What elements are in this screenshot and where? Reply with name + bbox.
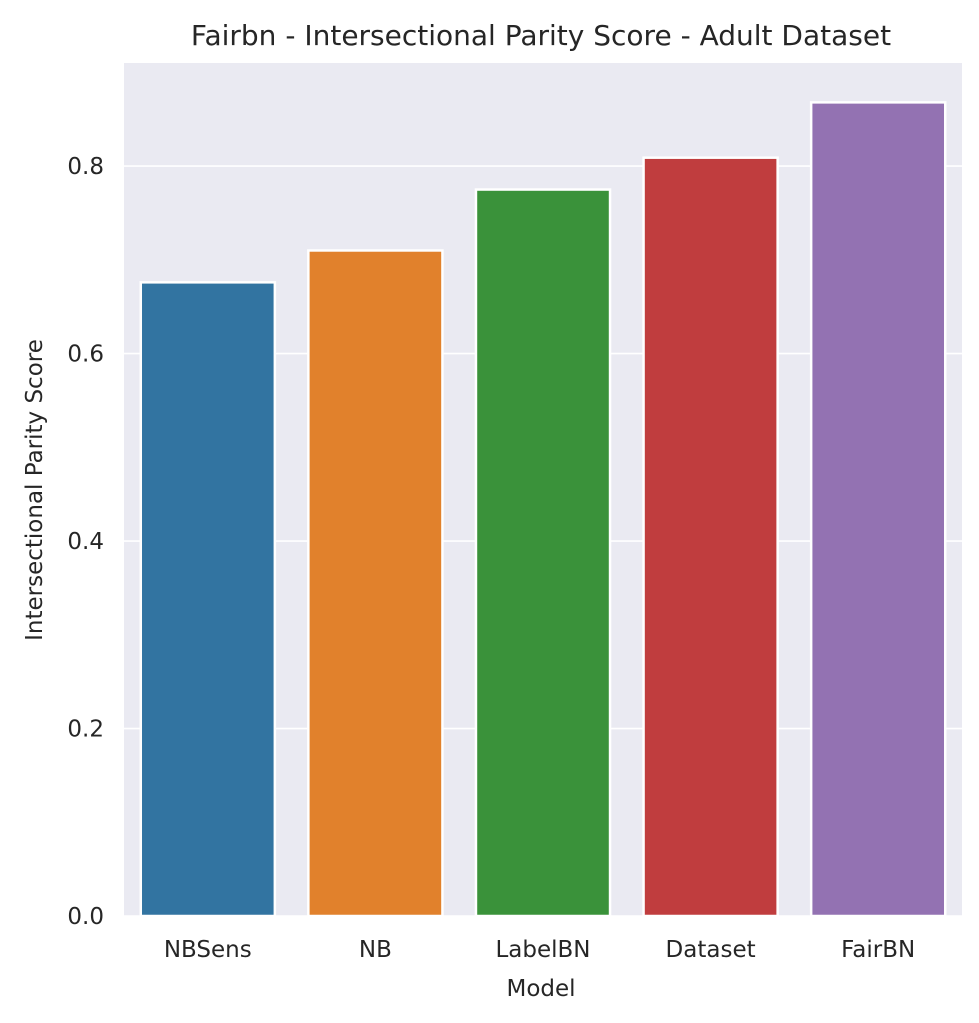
y-tick-label: 0.2 bbox=[67, 717, 104, 743]
x-tick-label: NB bbox=[359, 937, 392, 963]
x-tick-label: LabelBN bbox=[495, 937, 590, 963]
bar-fairbn bbox=[809, 101, 947, 918]
bars bbox=[139, 101, 947, 918]
x-tick-label: NBSens bbox=[164, 937, 252, 963]
bar-dataset bbox=[642, 156, 779, 918]
bar-nbsens bbox=[139, 281, 277, 918]
x-tick-label: Dataset bbox=[666, 937, 756, 963]
y-tick-label: 0.8 bbox=[67, 154, 104, 180]
x-tick-label: FairBN bbox=[841, 937, 915, 963]
bar-nb bbox=[307, 249, 444, 918]
y-axis-label: Intersectional Parity Score bbox=[22, 339, 48, 641]
y-tick-label: 0.6 bbox=[67, 342, 104, 368]
x-axis-label: Model bbox=[506, 976, 575, 1002]
x-tick-labels: NBSens NB LabelBN Dataset FairBN bbox=[164, 937, 915, 963]
y-tick-label: 0.0 bbox=[67, 904, 104, 930]
bar-labelbn bbox=[474, 188, 612, 918]
chart-title: Fairbn - Intersectional Parity Score - A… bbox=[191, 19, 891, 52]
y-tick-label: 0.4 bbox=[67, 529, 104, 555]
y-tick-labels: 0.0 0.2 0.4 0.6 0.8 bbox=[67, 154, 104, 930]
